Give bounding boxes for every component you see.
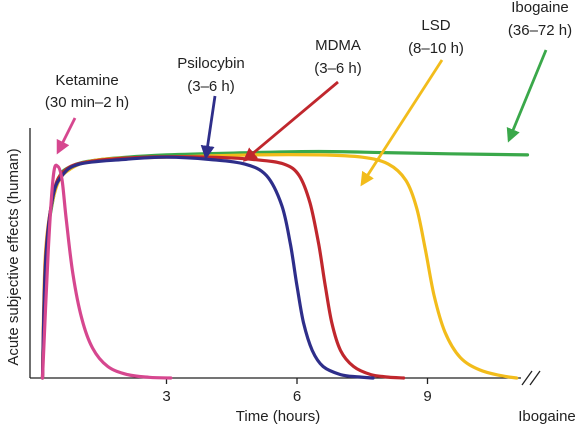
series-duration-ketamine: (30 min–2 h) xyxy=(45,94,129,111)
series-pointer-arrow-mdma xyxy=(242,80,339,162)
series-line-ibogaine xyxy=(47,149,530,224)
y-axis-label: Acute subjective effects (human) xyxy=(5,148,22,365)
series-pointer-arrow-lsd xyxy=(360,59,444,187)
series-pointer-arrow-ketamine xyxy=(56,117,77,155)
series-line-mdma xyxy=(40,155,406,380)
series-line-lsd xyxy=(40,153,519,380)
axis-break-label: Ibogaine xyxy=(518,408,576,425)
series-line-ketamine xyxy=(40,163,173,380)
series-label-ketamine: Ketamine xyxy=(55,72,118,89)
series-line-psilocybin xyxy=(40,155,375,380)
series-label-ibogaine: Ibogaine xyxy=(511,0,569,16)
series-curves xyxy=(40,149,530,380)
axis-break-mark xyxy=(529,370,541,386)
series-pointer-arrow-ibogaine xyxy=(506,49,548,143)
x-ticks: 3 6 9 xyxy=(162,378,432,405)
series-label-mdma: MDMA xyxy=(315,37,361,54)
axes xyxy=(29,128,541,386)
series-annotations: Ketamine (30 min–2 h) Psilocybin (3–6 h) MDM… xyxy=(45,0,572,187)
x-tick-label: 6 xyxy=(293,388,301,405)
series-duration-ibogaine: (36–72 h) xyxy=(508,22,572,39)
x-axis-label: Time (hours) xyxy=(236,408,320,425)
series-label-lsd: LSD xyxy=(421,17,450,34)
x-tick-label: 9 xyxy=(423,388,431,405)
x-tick-label: 3 xyxy=(162,388,170,405)
series-pointer-arrow-psilocybin xyxy=(200,95,217,160)
series-duration-lsd: (8–10 h) xyxy=(408,40,464,57)
axis-break-mark xyxy=(521,370,533,386)
series-duration-mdma: (3–6 h) xyxy=(314,60,362,77)
series-duration-psilocybin: (3–6 h) xyxy=(187,78,235,95)
series-label-psilocybin: Psilocybin xyxy=(177,55,245,72)
